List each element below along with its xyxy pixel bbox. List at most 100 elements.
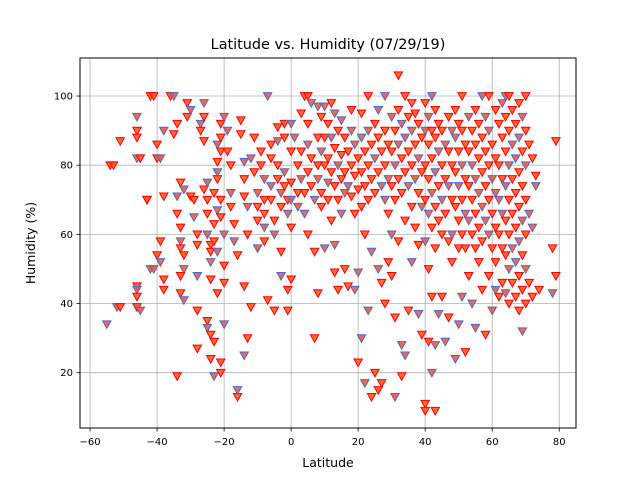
data-point (202, 230, 213, 240)
data-point (262, 296, 273, 306)
data-point (420, 126, 431, 136)
data-point (524, 209, 535, 219)
data-point (131, 285, 143, 295)
data-point (430, 168, 441, 178)
data-point (386, 182, 397, 192)
data-point (219, 230, 230, 240)
data-point (269, 306, 280, 316)
y-tick-label: 20 (60, 368, 73, 379)
data-point (349, 285, 360, 295)
data-point (115, 137, 126, 147)
data-point (286, 147, 297, 157)
data-point (520, 126, 531, 136)
data-point (265, 182, 277, 192)
data-point (423, 175, 434, 185)
data-point (393, 175, 404, 185)
data-point (463, 216, 474, 226)
data-point (376, 379, 387, 389)
data-point (487, 175, 498, 185)
data-point (212, 289, 223, 299)
data-point (175, 244, 186, 254)
data-point (389, 313, 401, 323)
data-point (175, 223, 186, 233)
data-point (460, 348, 471, 358)
data-point (316, 112, 327, 123)
data-point (470, 140, 481, 150)
data-point (436, 126, 447, 136)
data-point (219, 112, 230, 123)
data-point (443, 112, 454, 123)
data-point (517, 327, 528, 337)
data-point (426, 368, 437, 378)
data-point (547, 289, 558, 299)
data-point (212, 247, 223, 257)
data-point (292, 188, 303, 199)
data-point (336, 209, 347, 219)
data-point (373, 168, 384, 178)
data-point (373, 106, 384, 116)
data-point (359, 379, 370, 389)
data-point (467, 195, 478, 206)
data-point (493, 119, 504, 129)
data-point (416, 133, 427, 143)
data-point (389, 126, 401, 136)
data-point (329, 109, 340, 119)
data-point (339, 133, 350, 143)
data-point (490, 154, 501, 164)
data-point (286, 275, 297, 285)
data-point (550, 137, 561, 147)
data-point (349, 209, 360, 219)
data-point (353, 358, 364, 368)
data-point (423, 265, 434, 275)
data-point (406, 99, 417, 109)
data-point (446, 258, 458, 268)
data-point (373, 133, 384, 143)
data-point (483, 92, 494, 102)
data-point (276, 247, 287, 257)
data-point (242, 202, 253, 212)
data-point (527, 154, 538, 164)
data-point (232, 386, 243, 396)
data-point (413, 119, 424, 129)
data-point (534, 285, 545, 295)
data-point (453, 147, 464, 157)
data-point (520, 92, 531, 102)
data-point (396, 372, 407, 382)
data-point (225, 161, 236, 171)
data-point (490, 223, 501, 233)
data-point (249, 168, 260, 178)
data-point (326, 168, 337, 178)
data-point (500, 182, 511, 192)
data-point (312, 133, 323, 143)
data-point (467, 126, 478, 136)
data-point (379, 92, 391, 102)
data-point (239, 175, 250, 185)
data-point (426, 223, 437, 233)
data-point (503, 92, 515, 102)
data-point (215, 213, 226, 223)
data-point (359, 182, 370, 192)
data-point (215, 358, 226, 368)
data-point (265, 154, 277, 164)
data-point (493, 230, 504, 240)
data-point (430, 106, 441, 116)
data-point (426, 188, 437, 199)
data-point (379, 126, 391, 136)
data-point (178, 185, 189, 195)
data-point (202, 178, 213, 188)
data-point (339, 168, 350, 178)
data-point (363, 92, 374, 102)
data-point (510, 188, 521, 199)
data-point (219, 278, 230, 288)
data-point (420, 399, 431, 410)
data-point (443, 237, 454, 247)
data-point (507, 278, 518, 288)
data-point (450, 354, 461, 365)
data-point (389, 393, 401, 403)
data-point (279, 133, 290, 143)
data-point (346, 126, 357, 136)
data-point (329, 268, 340, 278)
data-point (530, 182, 541, 192)
data-point (239, 157, 250, 167)
x-tick-label: −60 (79, 437, 100, 448)
